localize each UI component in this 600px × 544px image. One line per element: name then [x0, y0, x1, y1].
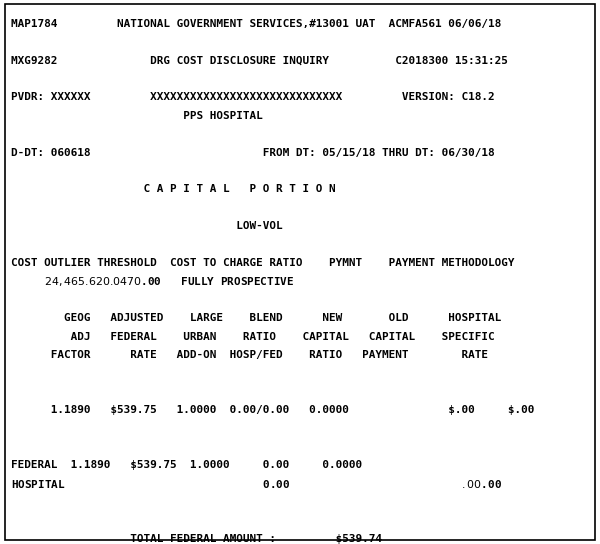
Text: MXG9282              DRG COST DISCLOSURE INQUIRY          C2018300 15:31:25: MXG9282 DRG COST DISCLOSURE INQUIRY C201…: [11, 55, 508, 66]
Text: 1.1890   $539.75   1.0000  0.00/0.00   0.0000               $.00     $.00: 1.1890 $539.75 1.0000 0.00/0.00 0.0000 $…: [11, 405, 534, 415]
Text: PPS HOSPITAL: PPS HOSPITAL: [11, 111, 508, 121]
Text: COST OUTLIER THRESHOLD  COST TO CHARGE RATIO    PYMNT    PAYMENT METHODOLOGY: COST OUTLIER THRESHOLD COST TO CHARGE RA…: [11, 258, 514, 268]
Text: C A P I T A L   P O R T I O N: C A P I T A L P O R T I O N: [11, 184, 501, 194]
Text: TOTAL FEDERAL AMOUNT :         $539.74: TOTAL FEDERAL AMOUNT : $539.74: [11, 534, 508, 544]
Text: ADJ   FEDERAL    URBAN    RATIO    CAPITAL   CAPITAL    SPECIFIC: ADJ FEDERAL URBAN RATIO CAPITAL CAPITAL …: [11, 331, 514, 342]
Text: HOSPITAL                              0.00                          $.00   $.00: HOSPITAL 0.00 $.00 $.00: [11, 478, 502, 490]
Text: FACTOR      RATE   ADD-ON  HOSP/FED    RATIO   PAYMENT        RATE: FACTOR RATE ADD-ON HOSP/FED RATIO PAYMEN…: [11, 350, 508, 360]
Text: PVDR: XXXXXX         XXXXXXXXXXXXXXXXXXXXXXXXXXXXX         VERSION: C18.2: PVDR: XXXXXX XXXXXXXXXXXXXXXXXXXXXXXXXXX…: [11, 92, 508, 102]
Text: GEOG   ADJUSTED    LARGE    BLEND      NEW       OLD      HOSPITAL: GEOG ADJUSTED LARGE BLEND NEW OLD HOSPIT…: [11, 313, 514, 323]
Text: D-DT: 060618                          FROM DT: 05/15/18 THRU DT: 06/30/18: D-DT: 060618 FROM DT: 05/15/18 THRU DT: …: [11, 147, 501, 158]
Text: LOW-VOL: LOW-VOL: [11, 221, 508, 231]
Text: FEDERAL  1.1890   $539.75  1.0000     0.00     0.0000: FEDERAL 1.1890 $539.75 1.0000 0.00 0.000…: [11, 460, 508, 470]
Text: $24,465.62                  0.0470           $.00   FULLY PROSPECTIVE: $24,465.62 0.0470 $.00 FULLY PROSPECTIVE: [11, 275, 301, 288]
Text: MAP1784         NATIONAL GOVERNMENT SERVICES,#13001 UAT  ACMFA561 06/06/18: MAP1784 NATIONAL GOVERNMENT SERVICES,#13…: [11, 19, 501, 29]
